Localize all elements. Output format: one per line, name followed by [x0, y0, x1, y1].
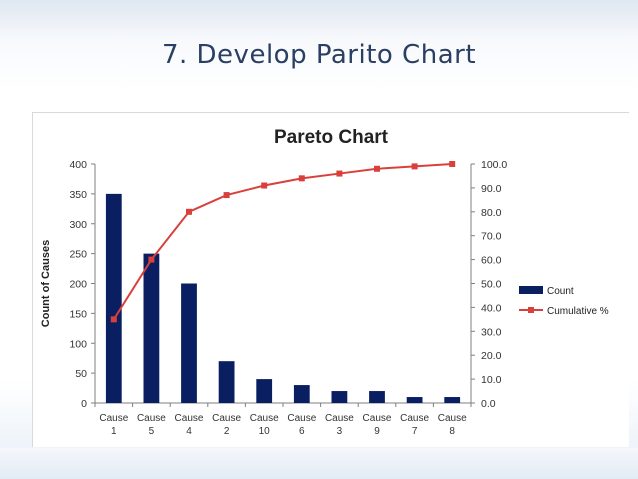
- cumulative-point-5: [298, 175, 305, 182]
- legend-swatch-count: [519, 286, 543, 294]
- right-tick-label: 90.0: [481, 183, 502, 195]
- bar-6: [331, 391, 348, 403]
- right-tick-label: 70.0: [481, 231, 502, 243]
- x-tick-label-line1: Cause: [137, 413, 166, 424]
- x-tick-label-line1: Cause: [438, 413, 467, 424]
- left-tick-label: 400: [69, 159, 87, 171]
- right-tick-label: 80.0: [481, 207, 502, 219]
- cumulative-point-3: [223, 192, 230, 199]
- left-tick-label: 150: [69, 308, 87, 320]
- x-tick-label-line2: 2: [224, 426, 230, 437]
- x-tick-label-line2: 7: [412, 426, 418, 437]
- chart-frame: Pareto Chart 0 50 100 150 200 250 300 350 400 0.0 1…: [32, 112, 629, 447]
- bar-7: [369, 391, 385, 403]
- bar-3: [218, 361, 235, 403]
- bar-9: [444, 397, 461, 403]
- x-tick-label-line2: 5: [149, 426, 155, 437]
- chart-title: Pareto Chart: [274, 127, 389, 148]
- right-tick-label: 100.0: [481, 159, 507, 171]
- bar-5: [293, 385, 310, 403]
- bar-2: [181, 283, 197, 403]
- y-axis-label: Count of Causes: [40, 240, 52, 327]
- x-tick-label-line1: Cause: [363, 413, 392, 424]
- bar-4: [256, 379, 273, 403]
- legend-swatch-marker: [528, 307, 534, 313]
- left-tick-label: 100: [69, 338, 87, 350]
- x-tick-label-line1: Cause: [250, 413, 279, 424]
- x-tick-label-line2: 10: [259, 426, 271, 437]
- x-tick-label-line2: 9: [374, 426, 380, 437]
- x-tick-label-line1: Cause: [325, 413, 354, 424]
- x-tick-label-line1: Cause: [287, 413, 316, 424]
- x-tick-label-line1: Cause: [99, 413, 128, 424]
- cumulative-point-9: [449, 161, 456, 167]
- cumulative-point-2: [186, 208, 192, 215]
- right-tick-label: 50.0: [481, 279, 502, 291]
- cumulative-point-1: [148, 256, 155, 263]
- left-tick-label: 250: [69, 249, 87, 261]
- cumulative-point-6: [336, 170, 343, 177]
- cumulative-point-0: [110, 316, 117, 323]
- cumulative-point-7: [374, 165, 380, 172]
- slide-title: 7. Develop Parito Chart: [161, 40, 477, 70]
- cumulative-point-8: [411, 163, 418, 170]
- x-tick-label-line1: Cause: [212, 413, 241, 424]
- right-tick-label: 20.0: [481, 350, 502, 362]
- slide-footer-band: [0, 448, 638, 479]
- cumulative-point-4: [261, 182, 268, 189]
- left-tick-label: 350: [69, 189, 87, 201]
- right-tick-label: 40.0: [481, 302, 502, 314]
- x-tick-label-line2: 3: [337, 426, 343, 437]
- x-tick-label-line1: Cause: [175, 413, 204, 424]
- legend-label-count: Count: [547, 286, 574, 297]
- bar-1: [143, 253, 160, 403]
- right-tick-label: 60.0: [481, 255, 502, 267]
- left-tick-label: 300: [69, 219, 87, 231]
- left-tick-label: 50: [75, 368, 87, 380]
- x-tick-label-line2: 4: [186, 426, 192, 437]
- right-tick-label: 0.0: [481, 398, 496, 410]
- pareto-chart: Pareto Chart 0 50 100 150 200 250 300 350 400 0.0 1…: [40, 127, 609, 437]
- bar-0: [105, 193, 122, 403]
- legend-label-cumulative: Cumulative %: [547, 306, 609, 317]
- right-tick-label: 10.0: [481, 374, 502, 386]
- right-tick-label: 30.0: [481, 326, 502, 338]
- x-tick-label-line2: 6: [299, 426, 305, 437]
- left-tick-label: 0: [81, 398, 87, 410]
- cumulative-line: [112, 163, 453, 320]
- bar-8: [406, 397, 423, 403]
- x-tick-label-line2: 8: [449, 426, 455, 437]
- left-tick-label: 200: [69, 279, 87, 291]
- x-tick-label-line1: Cause: [400, 413, 429, 424]
- x-tick-label-line2: 1: [111, 426, 117, 437]
